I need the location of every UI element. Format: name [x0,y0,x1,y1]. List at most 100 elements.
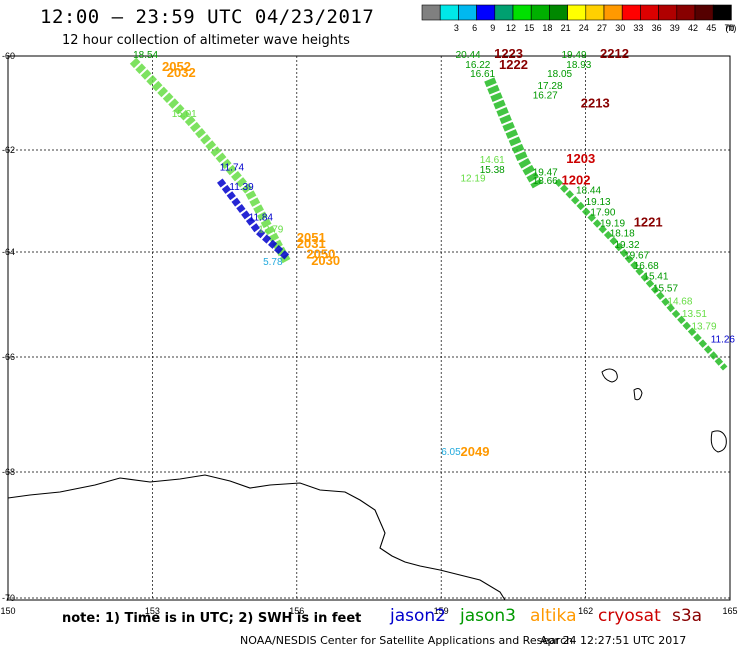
legend-swatch [512,4,532,21]
legend-swatch [439,4,459,21]
legend-jason2: jason2 [390,606,446,626]
legend-tick-label: 21 [561,23,571,33]
wave-height-label: 2051 [297,230,326,245]
legend-swatch [658,4,678,21]
map-title: 12:00 – 23:59 UTC 04/23/2017 [40,6,375,28]
wave-height-label: 16.61 [470,69,495,80]
satellite-track [554,178,728,371]
wave-height-label: 18.93 [566,60,591,71]
wave-height-label: 1223 [494,46,523,61]
wave-height-label: 11.39 [229,182,254,193]
wave-height-label: 14.68 [667,297,692,308]
legend-swatch [621,4,641,21]
island-outline [601,368,618,383]
latitude-label: -60 [2,51,15,61]
legend-swatch [530,4,550,21]
wave-height-label: 13.79 [692,322,717,333]
color-legend: 3 6 9 12 15 18 21 24 27 30 33 36 39 42 45 70(ft) [421,4,736,33]
wave-height-label: 19.13 [586,197,611,208]
legend-jason3: jason3 [460,606,516,626]
wave-height-label: 15.57 [653,283,678,294]
credit-line: NOAA/NESDIS Center for Satellite Applica… [240,634,574,647]
legend-tick-label: 15 [524,23,534,33]
map-subtitle: 12 hour collection of altimeter wave hei… [62,33,350,48]
legend-tick-label: 33 [633,23,643,33]
satellite-tracks [129,57,728,371]
wave-height-label: 2050 [306,246,335,261]
legend-swatch [585,4,605,21]
longitude-label: 153 [145,606,160,616]
legend-unit: (ft) [725,23,736,33]
wave-height-label: 15.41 [643,271,668,282]
legend-swatch [458,4,477,21]
wave-height-label: 19.49 [562,50,587,61]
wave-height-label: 1203 [566,151,595,166]
legend-tick-label: 12 [506,23,516,33]
longitude-label: 150 [0,606,15,616]
legend-swatch [549,4,568,21]
legend-s3a: s3a [672,606,703,626]
wave-height-label: 18.54 [133,50,158,61]
wave-height-label: 13.51 [682,309,707,320]
wave-height-label: 5.78 [263,257,283,268]
wave-height-label: 19.67 [624,250,649,261]
satellite-track [484,77,543,189]
wave-height-label: 2212 [600,46,629,61]
wave-height-label: 18.18 [610,229,635,240]
wave-height-label: 6.05 [441,447,461,458]
legend-swatch [567,4,587,21]
wave-height-label: 19.47 [533,168,558,179]
legend-tick-label: 39 [670,23,680,33]
generated-timestamp: Apr 24 12:27:51 UTC 2017 [540,634,687,647]
wave-height-label: 1202 [562,173,591,188]
wave-height-label: 16.68 [634,261,659,272]
wave-height-label: 12.19 [461,174,486,185]
wave-height-label: 2213 [581,96,610,111]
legend-tick-label: 9 [490,23,495,33]
antarctic-coast [7,474,506,601]
legend-tick-label: 24 [579,23,589,33]
legend-swatch [712,4,732,21]
wave-height-label: 19.19 [600,219,625,230]
wave-height-label: 2031 [297,236,326,251]
wave-height-label: 1221 [634,215,663,230]
satellite-track [217,178,290,260]
legend-swatch [421,4,441,21]
legend-tick-label: 45 [706,23,716,33]
legend-cryosat: cryosat [598,606,661,626]
wave-height-label: 17.90 [590,207,615,218]
wave-height-label: 11.84 [249,212,274,223]
coastline [7,368,727,601]
wave-height-label: 20.44 [456,50,481,61]
wave-height-label: 11.74 [220,162,245,173]
legend-tick-label: 30 [615,23,625,33]
legend-altika: altika [530,606,577,626]
wave-height-label: 16.22 [465,60,490,71]
island-outline [633,388,643,401]
longitude-label: 162 [578,606,593,616]
legend-tick-label: 6 [472,23,477,33]
wave-height-label: 11.26 [711,334,736,345]
wave-height-label: 18.05 [547,69,572,80]
longitude-label: 165 [722,606,737,616]
legend-tick-label: 70 [724,23,734,33]
latitude-label: -70 [2,593,15,603]
latitude-label: -64 [2,247,15,257]
island-outline [710,430,727,453]
latitude-label: -68 [2,467,15,477]
legend-swatch [676,4,696,21]
wave-height-label: 17.28 [538,81,563,92]
legend-swatch [694,4,714,21]
latitude-label: -66 [2,352,15,362]
wave-height-label: 14.61 [480,155,505,166]
wave-height-label: 2032 [167,65,196,80]
satellite-track [129,57,292,265]
wave-height-label: 16.27 [533,90,558,101]
legend-swatch [640,4,659,21]
legend-swatch [476,4,496,21]
legend-tick-label: 42 [688,23,698,33]
wave-height-label: 15.38 [480,165,505,176]
wave-height-label: 12.79 [258,225,283,236]
